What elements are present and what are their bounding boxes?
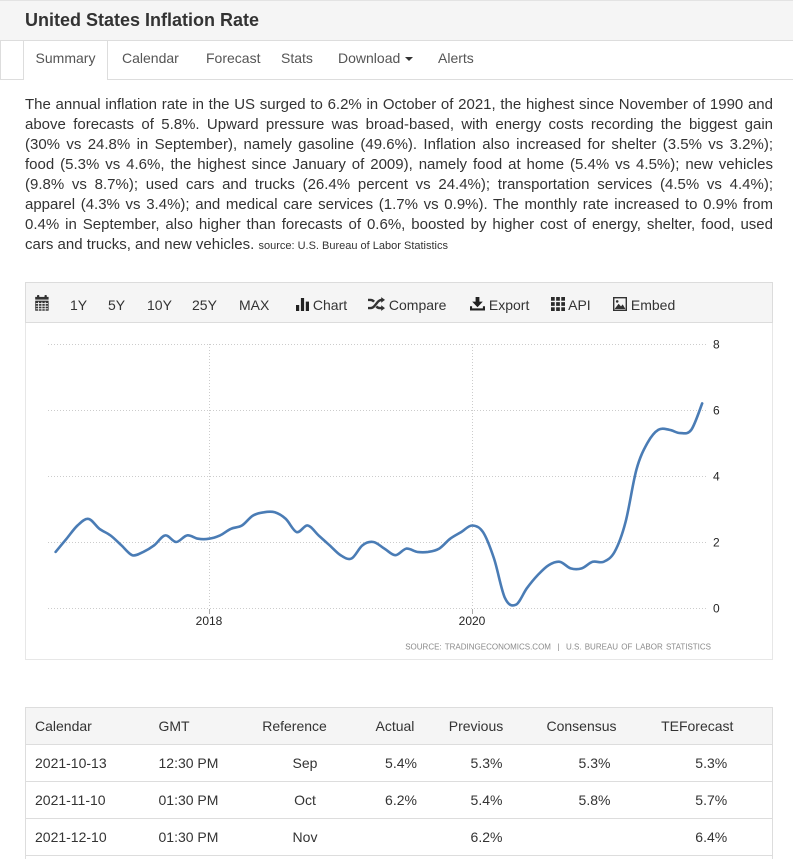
svg-text:2020: 2020 (459, 614, 486, 628)
svg-text:0: 0 (713, 602, 720, 616)
svg-text:4: 4 (713, 470, 720, 484)
svg-text:2018: 2018 (196, 614, 223, 628)
svg-text:8: 8 (713, 338, 720, 352)
svg-text:2: 2 (713, 536, 720, 550)
svg-text:SOURCE: TRADINGECONOMICS.COM: SOURCE: TRADINGECONOMICS.COM | U.S. BURE… (405, 643, 711, 652)
svg-text:6: 6 (713, 404, 720, 418)
